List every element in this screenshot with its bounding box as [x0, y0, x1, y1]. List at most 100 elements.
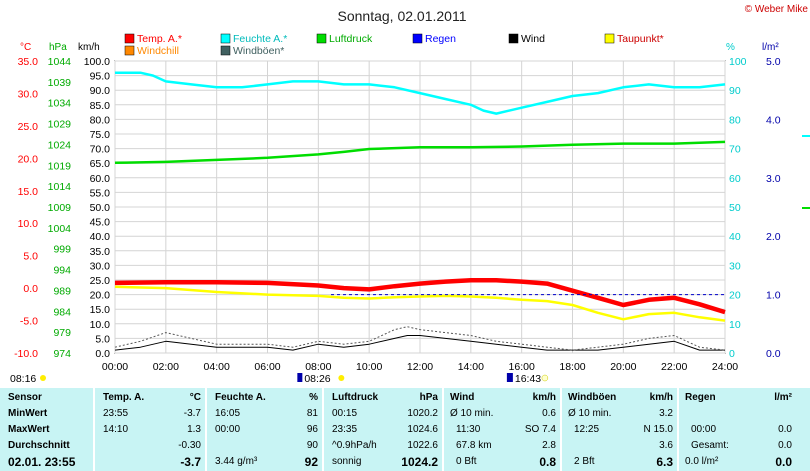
zenith-marker [297, 373, 303, 382]
series-line [114, 285, 726, 322]
chart-title: Sonntag, 02.01.2011 [338, 8, 467, 24]
temp-unit: °C [189, 392, 201, 403]
humidity-tick-label: 60 [729, 173, 741, 185]
pressure-tick-label: 1044 [48, 56, 72, 68]
pressure-tick-label: 1029 [48, 119, 72, 131]
temp-max-time: 14:10 [103, 424, 129, 435]
x-tick-label: 06:00 [254, 361, 280, 373]
series-line [114, 140, 726, 165]
col-sensor: Sensor MinWert MaxWert Durchschnitt 02.0… [0, 388, 93, 471]
wind-current-value: 0.8 [539, 455, 556, 469]
temp-tick-label: 0.0 [23, 283, 38, 295]
legend-label: Windchill [137, 45, 179, 57]
temp-tick-label: 35.0 [18, 56, 39, 68]
press-forecast: sonnig [332, 456, 362, 467]
chart-credit: © Weber Mike [745, 4, 809, 15]
legend-label: Wind [521, 33, 545, 45]
pressure-tick-label: 999 [53, 244, 71, 256]
rain-tick-label: 5.0 [766, 56, 781, 68]
series-line [114, 326, 726, 351]
legend-label: Taupunkt* [617, 33, 664, 45]
legend-swatch [604, 33, 615, 44]
axis-ticks: 35.0 30.0 25.0 20.0 15.0 10.0 5.0 0.0 -5.0 -10.0 1… [14, 56, 781, 373]
hum-abs-value: 3.44 g/m³ [215, 456, 258, 467]
series-line [115, 71, 726, 115]
wind-tick-label: 90.0 [90, 85, 111, 97]
legend-label: Windböen* [233, 45, 284, 57]
humidity-tick-label: 70 [729, 144, 741, 156]
legend-label: Luftdruck [329, 33, 373, 45]
rain-tick-label: 3.0 [766, 173, 781, 185]
temp-avg-value: -0.30 [178, 440, 201, 451]
temp-min-value: -3.7 [183, 408, 201, 419]
wind-min-value: 0.6 [542, 408, 556, 419]
stats-table: Sensor MinWert MaxWert Durchschnitt 02.0… [0, 388, 810, 471]
row-label-current: 02.01. 23:55 [8, 455, 76, 469]
gust-max-time: 12:25 [574, 424, 600, 435]
wind-tick-label: 95.0 [90, 71, 111, 83]
rain-unit: l/m² [774, 392, 792, 403]
temp-tick-label: -10.0 [14, 348, 38, 360]
wind-tick-label: 25.0 [90, 275, 111, 287]
sun-times: 08:16 08:26 16:43 [10, 373, 549, 385]
gust-min-value: 3.2 [659, 408, 673, 419]
hum-avg-value: 90 [306, 440, 318, 451]
wind-bft: 0 Bft [456, 456, 477, 467]
pressure-tick-label: 1009 [48, 202, 72, 214]
x-tick-label: 08:00 [305, 361, 331, 373]
temp-min-time: 23:55 [103, 408, 129, 419]
x-tick-label: 16:00 [509, 361, 535, 373]
hum-max-value: 96 [306, 424, 318, 435]
rain-header: Regen [685, 392, 716, 403]
wind-tick-label: 100.0 [84, 56, 110, 68]
press-unit: hPa [419, 392, 438, 403]
legend-label: Feuchte A.* [233, 33, 287, 45]
temp-tick-label: 10.0 [18, 218, 39, 230]
wind-distance: 67.8 km [456, 440, 492, 451]
wind-tick-label: 35.0 [90, 246, 111, 258]
legend-swatch [316, 33, 327, 44]
pressure-axis-unit: hPa [49, 42, 67, 53]
col-gust: Windböen km/h Ø 10 min. 3.2 12:25 N 15.0… [560, 388, 679, 471]
hum-current-value: 92 [304, 455, 318, 469]
humidity-tick-label: 20 [729, 290, 741, 302]
col-wind: Wind km/h Ø 10 min. 0.6 11:30 SO 7.4 67.… [442, 388, 562, 471]
gust-bft: 2 Bft [574, 456, 595, 467]
wind-tick-label: 70.0 [90, 144, 111, 156]
weather-chart: Sonntag, 02.01.2011 © Weber Mike Temp. A… [10, 4, 810, 385]
wind-avg-value: 2.8 [542, 440, 556, 451]
gust-min-time: Ø 10 min. [568, 408, 612, 419]
wind-tick-label: 75.0 [90, 129, 111, 141]
hum-header: Feuchte A. [215, 392, 266, 403]
hum-unit: % [309, 392, 318, 403]
temp-axis-unit: °C [20, 42, 31, 53]
temp-header: Temp. A. [103, 392, 145, 403]
rain-total-label: Gesamt: [691, 440, 729, 451]
x-tick-label: 22:00 [661, 361, 687, 373]
pressure-tick-label: 1039 [48, 77, 72, 89]
right-edge-markers [802, 135, 810, 209]
wind-tick-label: 55.0 [90, 187, 111, 199]
press-avg-value: 1022.6 [407, 440, 438, 451]
x-tick-label: 18:00 [559, 361, 585, 373]
pressure-tick-label: 984 [53, 306, 71, 318]
gust-header: Windböen [568, 392, 617, 403]
col-temp: Temp. A. °C 23:55 -3.7 14:10 1.3 -0.30 -… [93, 388, 207, 471]
press-max-value: 1024.6 [407, 424, 438, 435]
wind-max-time: 11:30 [456, 424, 481, 435]
x-tick-label: 10:00 [356, 361, 382, 373]
legend-swatch [508, 33, 519, 44]
wind-tick-label: 40.0 [90, 231, 111, 243]
gust-current-value: 6.3 [656, 455, 673, 469]
temp-tick-label: 25.0 [18, 121, 39, 133]
pressure-tick-label: 989 [53, 285, 71, 297]
pressure-tick-label: 979 [53, 327, 71, 339]
series-line [114, 335, 725, 351]
wind-tick-label: 10.0 [90, 319, 111, 331]
gust-avg-value: 3.6 [659, 440, 673, 451]
moon-phase-icon [541, 374, 549, 382]
wind-min-time: Ø 10 min. [450, 408, 494, 419]
hum-min-time: 16:05 [215, 408, 241, 419]
temp-tick-label: 30.0 [18, 88, 39, 100]
zenith-label: 08:26 [304, 373, 330, 385]
